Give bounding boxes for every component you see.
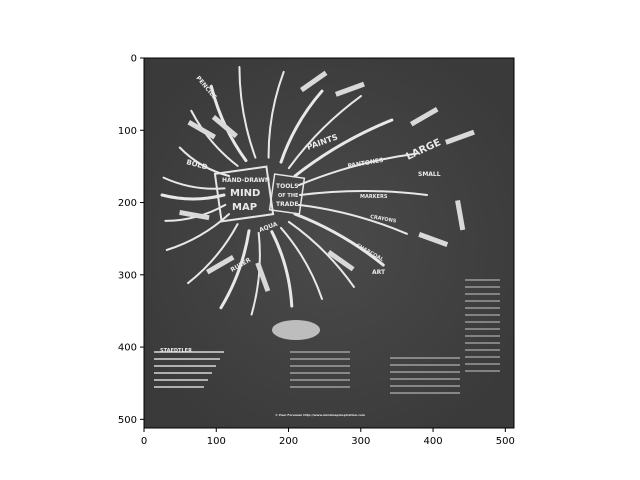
center-side-box — [268, 173, 306, 215]
x-tick-label: 200 — [279, 436, 298, 447]
x-tick-label: 500 — [496, 436, 515, 447]
drawn-pencil — [187, 120, 216, 140]
footer-credit: © Paul Foreman http://www.mindmapinspira… — [275, 413, 365, 417]
y-tick-label: 400 — [118, 343, 137, 354]
drawn-pencil — [444, 129, 475, 145]
branch-line — [270, 230, 294, 308]
center-title-line3: MAP — [232, 202, 257, 213]
y-tick-label: 200 — [118, 198, 137, 209]
y-tick-label: 100 — [118, 126, 137, 137]
drawn-pencil — [410, 107, 439, 127]
branch-line — [293, 118, 394, 178]
branch-line — [162, 176, 226, 190]
center-side-line2: OF THE — [278, 193, 299, 199]
branch-line — [297, 152, 418, 187]
branch-label-staedtler: STAEDTLER — [160, 348, 192, 354]
x-axis: 0 100 200 300 400 500 — [141, 428, 515, 447]
branch-label-markers: MARKERS — [360, 194, 388, 200]
center-title-line2: MIND — [230, 188, 260, 199]
center-side-line3: TRADE — [276, 201, 298, 208]
branch-label-art: ART — [372, 269, 386, 276]
branch-line — [219, 229, 251, 310]
center-title-line1: HAND-DRAWN — [222, 177, 270, 184]
branch-label-small: SMALL — [418, 171, 441, 178]
x-tick-label: 300 — [351, 436, 370, 447]
drawn-pencil — [300, 70, 328, 93]
branch-line — [297, 203, 408, 235]
drawn-pencil — [255, 262, 271, 292]
branch-line — [267, 70, 285, 159]
y-tick-label: 0 — [131, 54, 137, 65]
branch-line — [287, 220, 355, 288]
drawn-pencil — [206, 255, 235, 275]
branch-line — [279, 89, 324, 164]
drawn-pencil — [327, 250, 355, 272]
center-side-line1: TOOLS — [276, 183, 298, 190]
drawn-eraser — [272, 320, 320, 340]
y-tick-label: 300 — [118, 270, 137, 281]
axes-frame — [143, 57, 515, 429]
branch-line — [293, 212, 385, 267]
mind-map-sketch — [154, 65, 500, 394]
drawn-pencil — [418, 232, 449, 247]
x-tick-label: 400 — [424, 436, 443, 447]
branch-line — [190, 109, 239, 167]
y-tick-label: 500 — [118, 415, 137, 426]
branch-line — [165, 213, 231, 251]
branch-line — [287, 95, 362, 170]
branch-line — [178, 146, 231, 177]
mind-map-image: HAND-DRAWN MIND MAP TOOLS OF THE TRADE P… — [144, 58, 514, 428]
x-tick-label: 100 — [207, 436, 226, 447]
branch-label-crayons: CRAYONS — [370, 214, 397, 225]
drawn-pencil — [334, 81, 365, 97]
branch-line — [299, 190, 428, 196]
center-box — [213, 165, 275, 223]
branch-line — [238, 65, 257, 159]
x-tick-label: 0 — [141, 436, 147, 447]
branch-line — [280, 226, 323, 300]
drawn-pencil — [179, 210, 210, 221]
branch-line — [187, 223, 239, 285]
drawn-pencil — [211, 114, 238, 139]
y-axis: 0 100 200 300 400 500 — [118, 54, 144, 426]
drawn-pencil — [455, 200, 466, 231]
